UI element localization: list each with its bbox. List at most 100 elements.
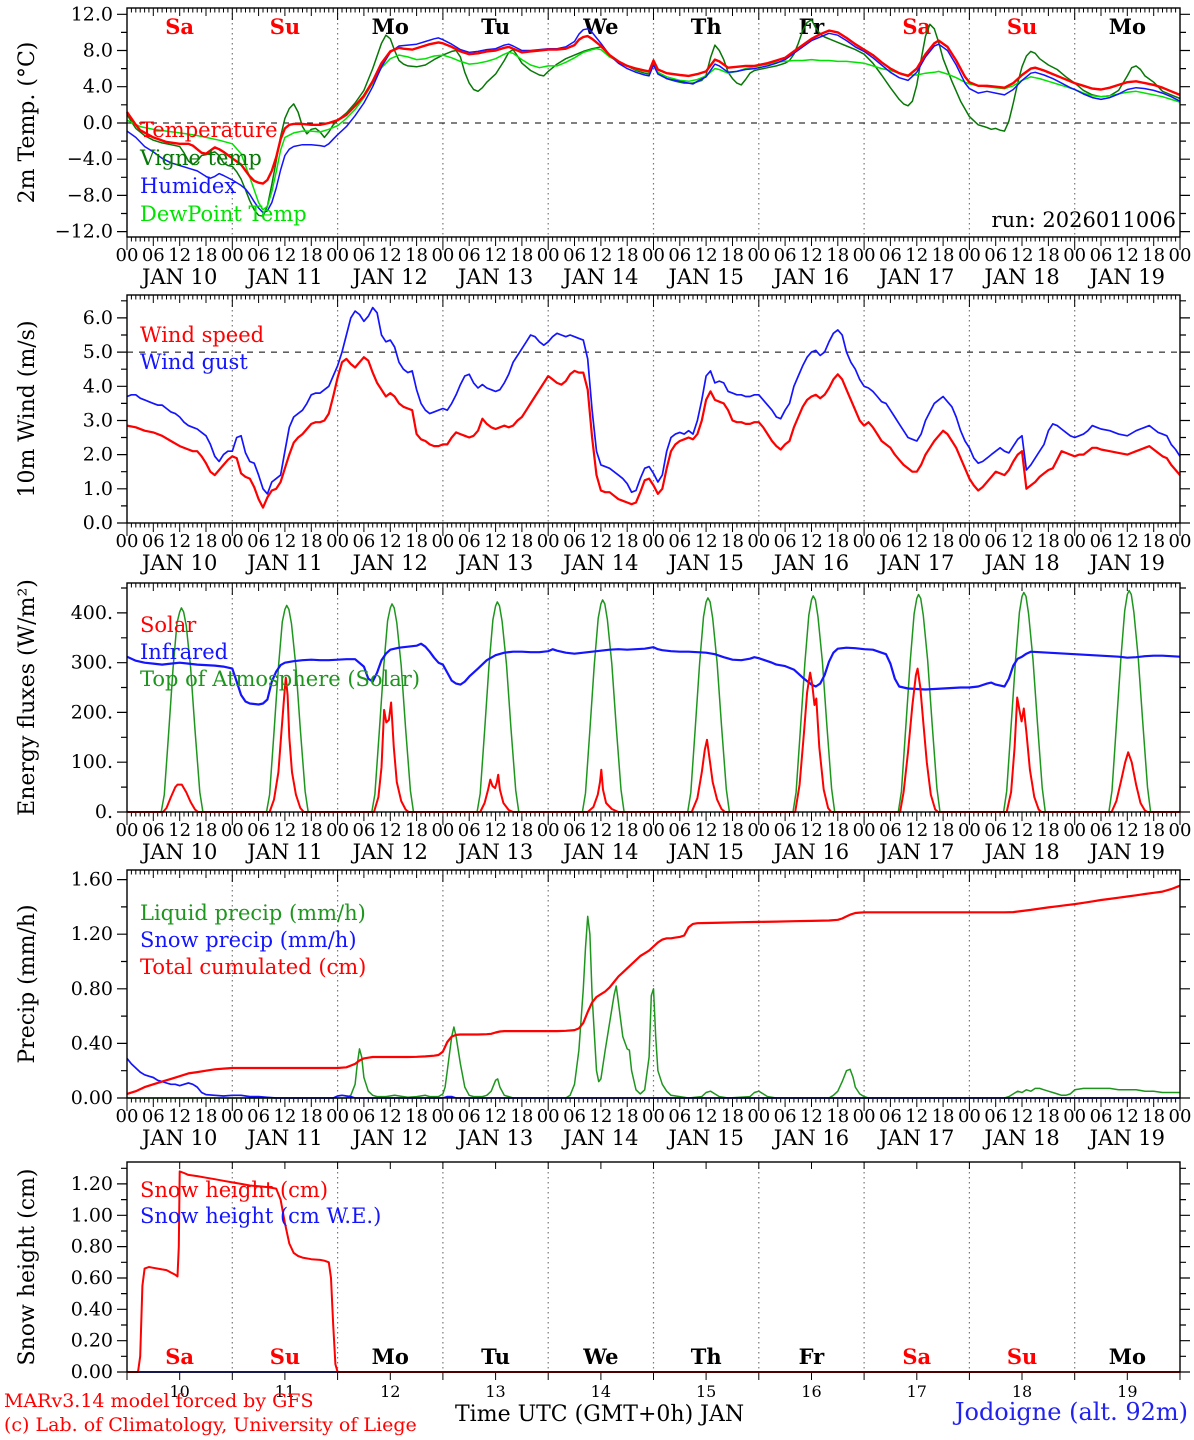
weekday-label-su: Su (1007, 1344, 1037, 1369)
hour-label: 06 (458, 1106, 481, 1127)
hour-label: 18 (1037, 245, 1060, 266)
hour-label: 12 (1011, 531, 1034, 552)
hour-label: 18 (721, 820, 744, 841)
y-tick-label: 0.00 (71, 1087, 113, 1109)
hour-label: 06 (458, 531, 481, 552)
hour-label: 00 (1169, 531, 1192, 552)
y-tick-label: 3.0 (83, 409, 113, 431)
weekday-label-sa: Sa (902, 1344, 931, 1369)
weekday-label-we: We (582, 1344, 618, 1369)
date-label: JAN 18 (982, 265, 1059, 289)
legend-energy-fluxes-0: Solar (140, 613, 197, 637)
hour-label: 18 (616, 531, 639, 552)
hour-label: 00 (747, 531, 770, 552)
hour-label: 06 (774, 531, 797, 552)
y-tick-label: 0.0 (83, 112, 113, 134)
y-ticks-snow-height (117, 1167, 1190, 1373)
model-credit-line2: (c) Lab. of Climatology, University of L… (4, 1414, 417, 1436)
date-label: JAN 13 (456, 265, 533, 289)
day-number-label: 14 (591, 1382, 611, 1401)
legend-energy-fluxes-1: Infrared (140, 640, 228, 664)
hour-label: 18 (1142, 1106, 1165, 1127)
hour-label: 00 (747, 820, 770, 841)
hour-label: 00 (1169, 820, 1192, 841)
hour-label: 00 (1169, 1106, 1192, 1127)
day-number-label: 18 (1012, 1382, 1032, 1401)
hour-label: 12 (273, 820, 296, 841)
hour-label: 12 (273, 1106, 296, 1127)
y-tick-label: 6.0 (83, 307, 113, 329)
hour-label: 18 (616, 1106, 639, 1127)
hour-label: 00 (853, 820, 876, 841)
date-label: JAN 19 (1088, 265, 1165, 289)
hour-label: 12 (484, 820, 507, 841)
weekday-label-we: We (582, 14, 618, 39)
y-tick-label: 0.00 (71, 1361, 113, 1383)
weekday-label-mo: Mo (1109, 1344, 1146, 1369)
hour-label: 00 (958, 245, 981, 266)
date-label: JAN 13 (456, 1126, 533, 1150)
date-label: JAN 19 (1088, 1126, 1165, 1150)
hour-label: 06 (352, 1106, 375, 1127)
day-number-label: 13 (485, 1382, 505, 1401)
hour-label: 06 (563, 1106, 586, 1127)
day-number-label: 17 (907, 1382, 927, 1401)
series-wind-gust-line (126, 306, 1181, 495)
hour-label: 18 (1037, 1106, 1060, 1127)
hour-label: 00 (853, 245, 876, 266)
date-label: JAN 11 (245, 551, 322, 575)
hour-label: 06 (563, 820, 586, 841)
hour-label: 00 (1063, 245, 1086, 266)
hour-label: 12 (1116, 820, 1139, 841)
hour-label: 06 (879, 820, 902, 841)
date-label: JAN 12 (351, 840, 428, 864)
hour-label: 00 (1169, 245, 1192, 266)
legend-precip-0: Liquid precip (mm/h) (140, 901, 366, 925)
hour-label: 00 (1063, 531, 1086, 552)
y-tick-label: 0.80 (71, 1236, 113, 1258)
hour-label: 06 (563, 531, 586, 552)
panel-frame (126, 869, 1181, 1099)
date-label: JAN 15 (666, 551, 743, 575)
hour-label: 00 (747, 245, 770, 266)
hour-label: 06 (352, 820, 375, 841)
y-tick-label: 0. (95, 801, 113, 823)
hour-label: 12 (1116, 531, 1139, 552)
hour-label: 06 (142, 1106, 165, 1127)
hour-label: 06 (668, 245, 691, 266)
weekday-label-sa: Sa (165, 1344, 194, 1369)
hour-label: 00 (642, 245, 665, 266)
hour-label: 00 (431, 531, 454, 552)
date-label: JAN 10 (140, 265, 217, 289)
hour-label: 00 (642, 820, 665, 841)
y-tick-label: −4.0 (67, 148, 113, 170)
hour-label: 12 (589, 531, 612, 552)
date-label: JAN 13 (456, 551, 533, 575)
hour-label: 18 (616, 245, 639, 266)
y-tick-label: 1.20 (71, 923, 113, 945)
date-label: JAN 11 (245, 840, 322, 864)
panel-frame (126, 294, 1181, 524)
date-label: JAN 16 (772, 265, 849, 289)
hour-label: 12 (273, 531, 296, 552)
hour-label: 00 (116, 531, 139, 552)
hour-label: 06 (879, 531, 902, 552)
date-label: JAN 17 (877, 1126, 954, 1150)
date-label: JAN 12 (351, 551, 428, 575)
date-label: JAN 13 (456, 840, 533, 864)
date-label: JAN 17 (877, 551, 954, 575)
y-tick-label: 0.20 (71, 1330, 113, 1352)
y-tick-label: 1.0 (83, 478, 113, 500)
day-number-label: 15 (696, 1382, 716, 1401)
hour-label: 18 (932, 820, 955, 841)
weekday-label-th: Th (691, 1344, 722, 1369)
y-tick-label: 1.20 (71, 1173, 113, 1195)
y-tick-label: 1.60 (71, 869, 113, 891)
hour-label: 00 (642, 1106, 665, 1127)
y-tick-label: 12.0 (71, 3, 113, 25)
date-label: JAN 19 (1088, 551, 1165, 575)
legend-snow-height-1: Snow height (cm W.E.) (140, 1204, 381, 1228)
weekday-label-mo: Mo (1109, 14, 1146, 39)
hour-label: 00 (537, 1106, 560, 1127)
hour-label: 12 (1011, 1106, 1034, 1127)
